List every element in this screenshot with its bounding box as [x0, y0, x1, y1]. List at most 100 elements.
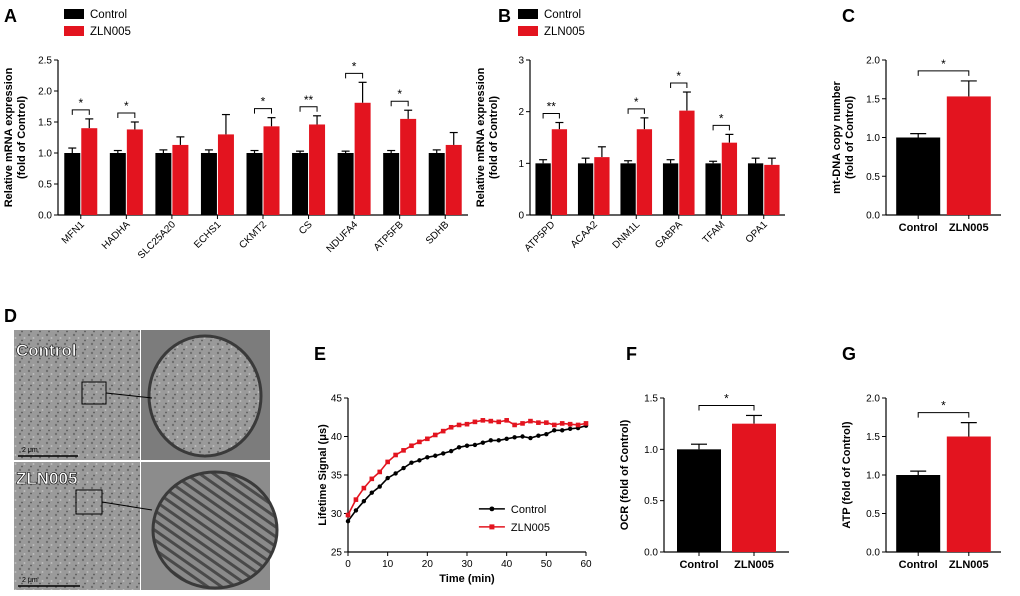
- chart-panel-f: 0.0 0.5 1.0 1.5 OCR (fold of Control) Control…: [619, 391, 789, 571]
- legend-marker: [489, 524, 495, 530]
- significance-marker: *: [719, 111, 724, 125]
- significance-marker: *: [352, 59, 357, 73]
- bar-zln005: [217, 134, 234, 215]
- significance-bracket: [299, 106, 318, 112]
- bar-control: [246, 153, 263, 215]
- bar-control: [747, 163, 764, 215]
- x-tick-label: SDHB: [424, 219, 452, 247]
- data-point-zln005: [377, 469, 383, 475]
- y-axis-label: Relative mRNA expression(fold of Control…: [475, 67, 500, 207]
- significance-bracket: [627, 108, 645, 114]
- data-point-zln005: [480, 418, 486, 423]
- bar-zln005: [679, 110, 695, 215]
- data-point-zln005: [520, 421, 525, 426]
- y-tick-label: 3: [518, 56, 524, 67]
- legend-label: Control: [90, 9, 127, 21]
- x-tick-label: ATP5PD: [523, 219, 558, 254]
- tem-control-overview: [14, 330, 140, 460]
- data-point-control: [528, 435, 533, 441]
- y-tick-label: 1.5: [38, 118, 52, 129]
- data-point-zln005: [575, 422, 581, 428]
- bar-zln005: [636, 129, 653, 215]
- y-tick-label: 0: [518, 211, 524, 222]
- data-point-control: [480, 440, 486, 445]
- y-tick-label: 1.0: [866, 133, 880, 144]
- data-point-control: [369, 490, 374, 495]
- x-tick-label: 10: [382, 559, 394, 570]
- significance-bracket: [698, 404, 755, 411]
- bar-zln005: [946, 96, 991, 215]
- x-tick-label: ACAA2: [569, 219, 600, 250]
- significance-bracket: [917, 412, 970, 418]
- bar-control: [677, 449, 721, 552]
- x-tick-label: 20: [422, 559, 434, 570]
- significance-marker: *: [724, 391, 729, 405]
- y-tick-label: 1.0: [644, 445, 658, 456]
- data-point-control: [417, 458, 422, 463]
- legend-swatch: [64, 26, 84, 36]
- panel-letter-d: D: [4, 306, 17, 326]
- x-tick-label: Control: [679, 559, 718, 571]
- x-tick-label: ATP5FB: [372, 219, 406, 253]
- chart-panel-c: 0.0 0.5 1.0 1.5 2.0 mt-DNA copy number(fold o…: [831, 56, 1001, 234]
- significance-marker: **: [547, 100, 557, 114]
- significance-marker: *: [261, 95, 266, 109]
- label-zln005: ZLN005: [16, 469, 77, 488]
- y-tick-label: 0.0: [38, 211, 52, 222]
- panel-letter-g: G: [842, 344, 856, 364]
- significance-marker: *: [124, 99, 129, 113]
- data-point-control: [425, 455, 430, 460]
- legend-swatch: [518, 26, 538, 36]
- panel-letter-a: A: [4, 6, 17, 26]
- significance-marker: *: [941, 399, 946, 413]
- zoom-line-zln: [101, 501, 153, 511]
- data-point-zln005: [567, 421, 573, 427]
- chart-panel-g: 0.0 0.5 1.0 1.5 2.0 ATP (fold of Control) Cont…: [841, 394, 1001, 571]
- y-tick-label: 1.0: [38, 149, 52, 160]
- x-tick-label: DNM1L: [611, 219, 643, 251]
- data-point-zln005: [512, 422, 517, 428]
- data-point-zln005: [361, 485, 367, 491]
- bar-zln005: [172, 144, 189, 215]
- legend-label: Control: [544, 9, 581, 21]
- x-tick-label: 50: [541, 559, 553, 570]
- mitochondrion-zln: [151, 470, 279, 590]
- data-point-control: [560, 428, 565, 433]
- data-point-control: [472, 442, 478, 448]
- panel-letter-c: C: [842, 6, 855, 26]
- chart-panel-e: 25 30 35 40 45 0 10 20 30 40 50 60 Time (min) Lifetim…: [317, 394, 592, 586]
- bar-control: [535, 163, 551, 215]
- y-tick-label: 35: [331, 471, 343, 482]
- data-point-zln005: [409, 443, 414, 449]
- y-tick-label: 2.0: [866, 56, 880, 67]
- chart-panel-a: 0.0 0.5 1.0 1.5 2.0 2.5 Relative mRNA expressi…: [3, 9, 468, 261]
- data-point-control: [448, 448, 454, 454]
- data-point-zln005: [440, 428, 446, 434]
- x-tick-label: 40: [501, 559, 513, 570]
- legend-label: ZLN005: [511, 522, 550, 534]
- data-point-zln005: [583, 421, 589, 426]
- data-point-zln005: [345, 512, 351, 518]
- x-axis-label: Time (min): [439, 573, 495, 585]
- data-point-control: [361, 498, 367, 504]
- x-tick-label: 60: [580, 559, 592, 570]
- x-tick-label: CS: [297, 219, 315, 237]
- data-point-zln005: [551, 422, 557, 428]
- data-point-control: [385, 475, 390, 481]
- bar-control: [109, 153, 126, 215]
- bar-control: [896, 137, 941, 215]
- y-tick-label: 0.0: [644, 548, 658, 559]
- data-point-zln005: [432, 432, 438, 438]
- significance-marker: *: [941, 57, 946, 71]
- bar-zln005: [400, 118, 417, 215]
- y-axis-label: Lifetime Signal (μs): [317, 424, 329, 526]
- data-point-control: [441, 451, 446, 456]
- significance-bracket: [71, 109, 90, 115]
- y-tick-label: 1.5: [866, 432, 880, 443]
- significance-bracket: [542, 113, 560, 119]
- y-tick-label: 45: [331, 394, 343, 405]
- significance-marker: *: [634, 95, 639, 109]
- data-point-zln005: [472, 419, 478, 425]
- bar-control: [662, 163, 679, 215]
- data-point-control: [345, 519, 351, 524]
